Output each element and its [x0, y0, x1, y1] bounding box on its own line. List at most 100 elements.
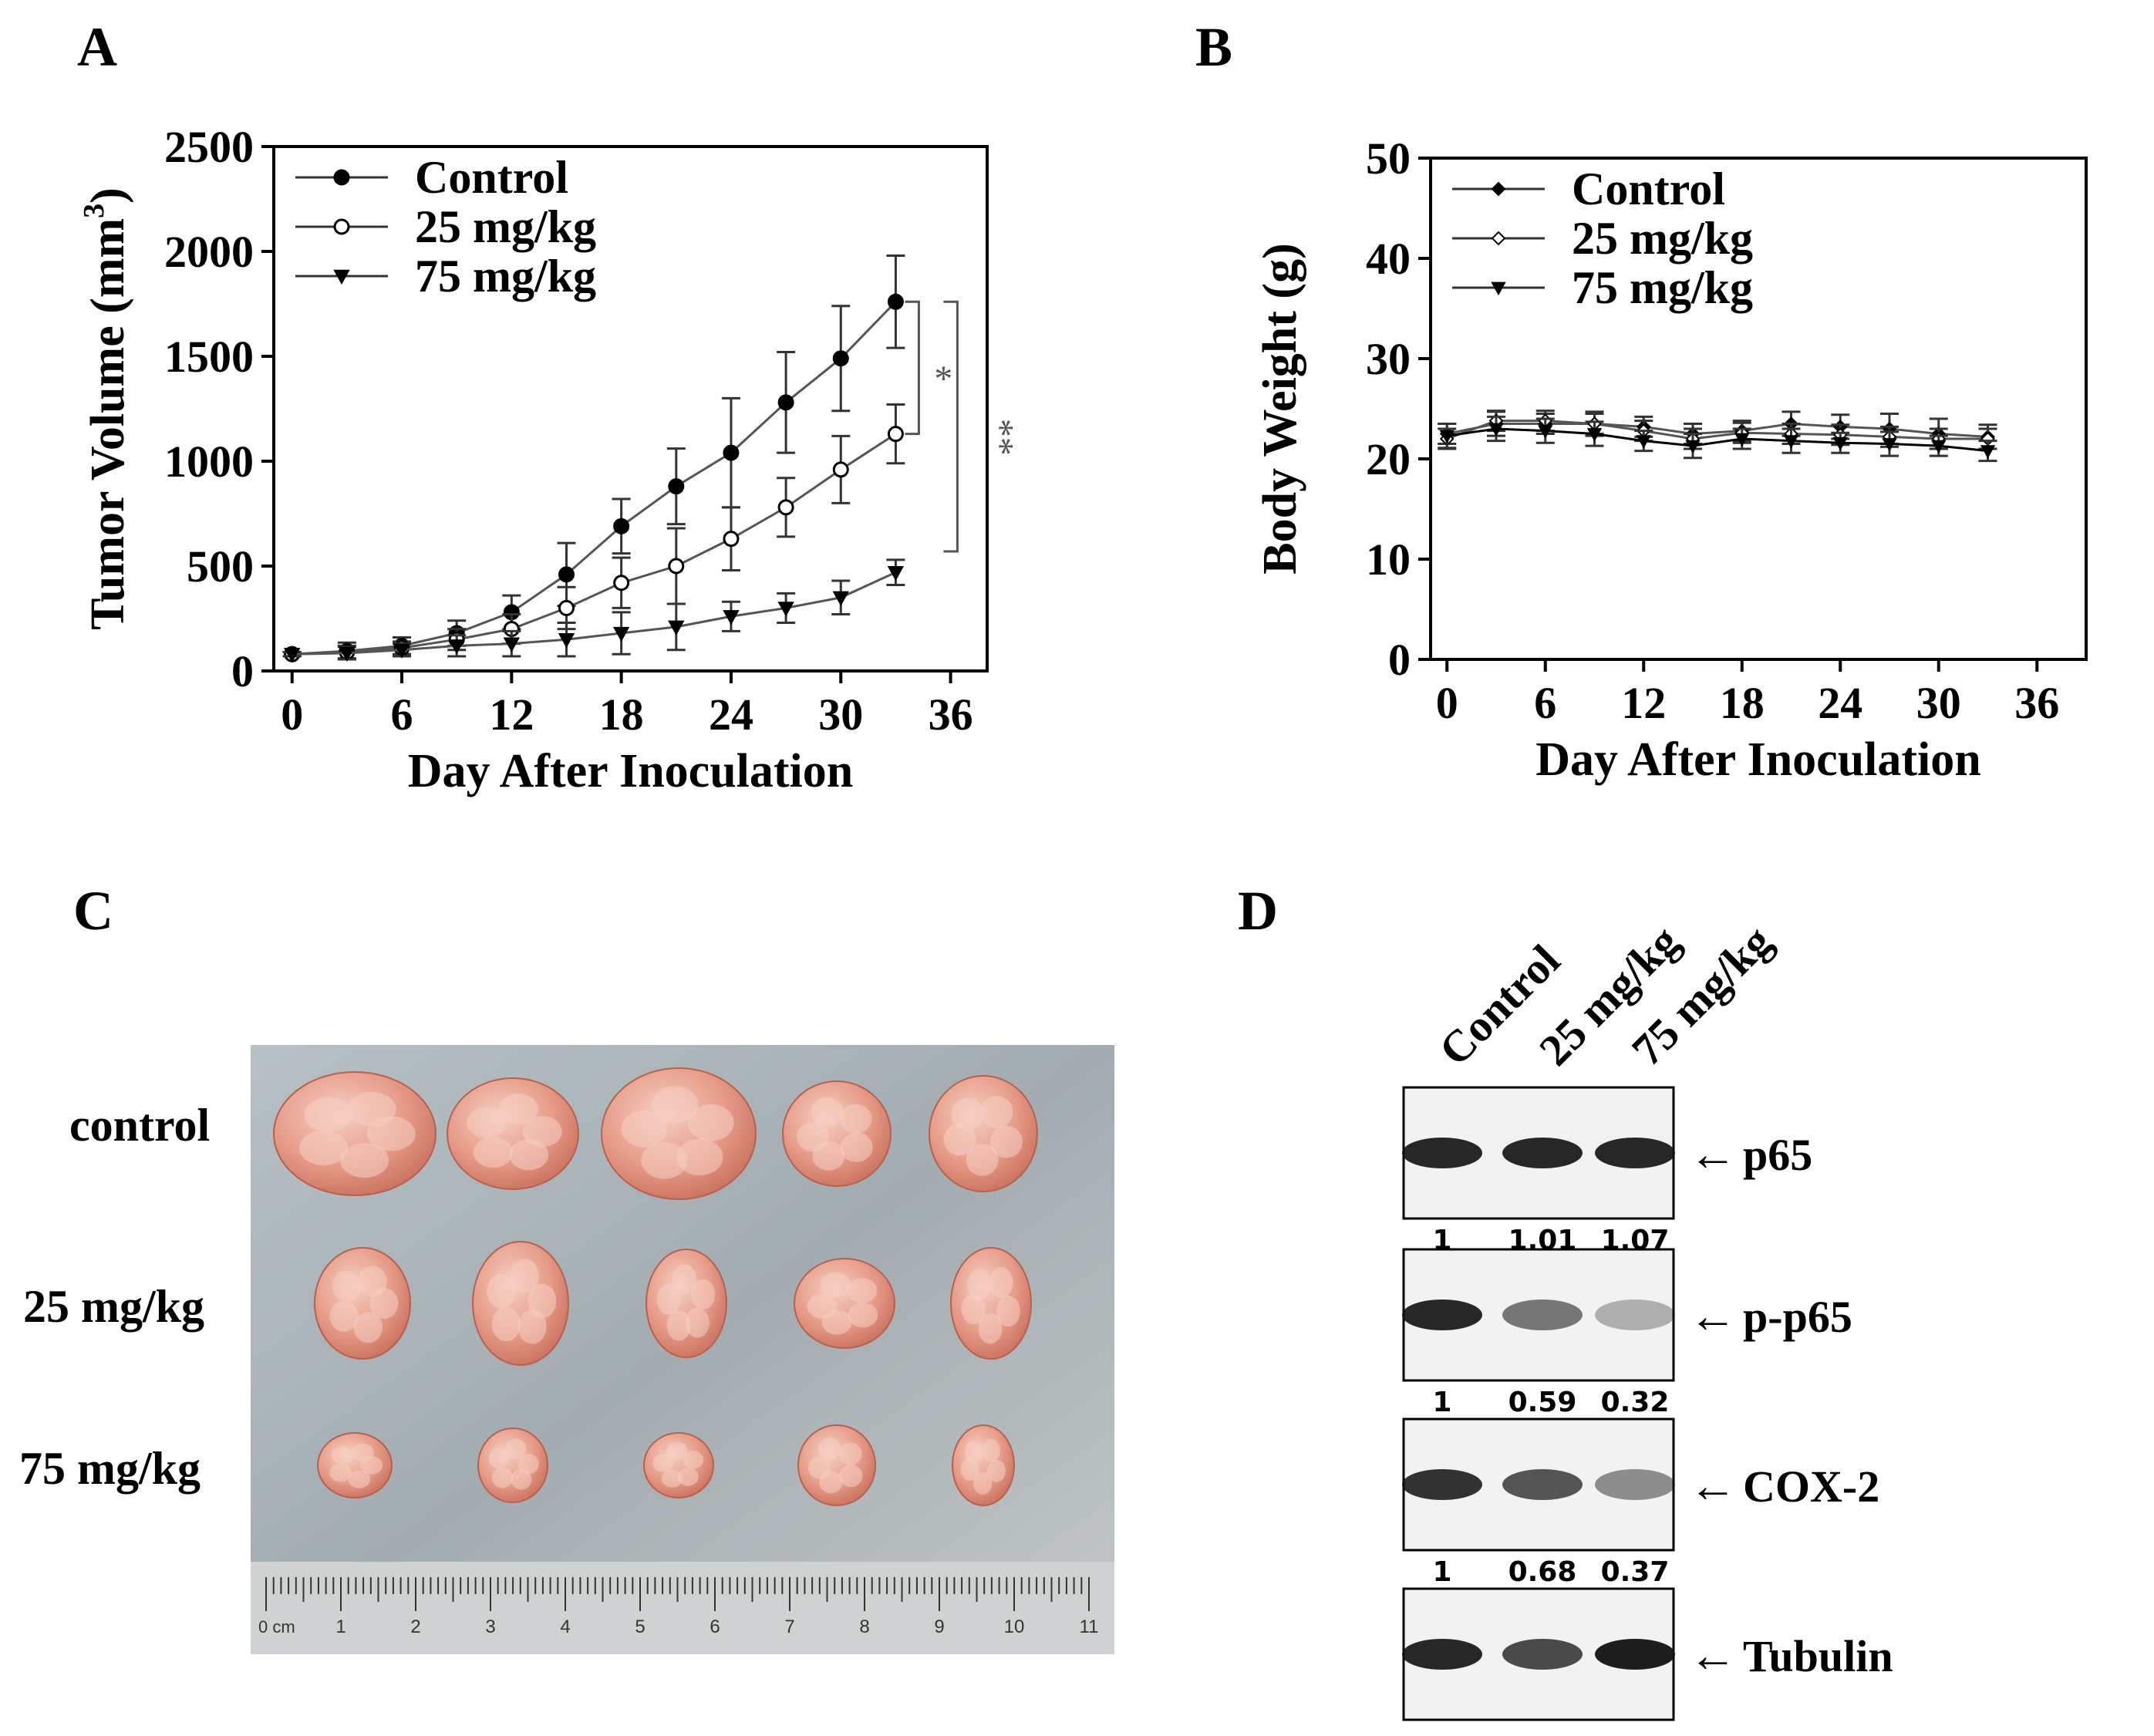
x-tick-label: 0: [1436, 678, 1458, 728]
ruler-number: 6: [710, 1616, 720, 1637]
data-point: [832, 461, 849, 478]
tumor-lobe: [951, 1097, 984, 1131]
tumor-lobe: [510, 1259, 539, 1294]
y-tick-label: 20: [1366, 434, 1411, 484]
y-axis-label: Body Weight (g): [1254, 243, 1306, 574]
tumor-lobe: [687, 1104, 734, 1141]
tumor-lobe: [651, 1086, 698, 1123]
tumor-lobe: [522, 1116, 562, 1148]
data-point: [448, 639, 465, 655]
legend-label: 75 mg/kg: [1572, 262, 1753, 313]
blot-cox-2: ← COX-2 1 0.68 0.37: [1402, 1417, 1879, 1588]
tumor-lobe: [641, 1141, 688, 1179]
band: [1502, 1138, 1583, 1168]
data-point: [668, 620, 685, 635]
tumor-lobe: [847, 1278, 878, 1303]
tumor-lobe: [961, 1293, 986, 1325]
ruler-number: 10: [1004, 1616, 1025, 1637]
band: [1502, 1469, 1583, 1500]
tumor-lobe: [329, 1463, 352, 1482]
band: [1595, 1138, 1675, 1168]
data-point: [723, 610, 740, 625]
x-tick-label: 18: [1720, 678, 1765, 728]
tumor-lobe: [666, 1441, 688, 1460]
tumor-lobe: [528, 1283, 557, 1319]
quant-value: 1: [1432, 1387, 1451, 1418]
data-point: [668, 478, 685, 495]
data-point: [1636, 435, 1651, 449]
blot-tubulin: ← Tubulin: [1402, 1587, 1893, 1721]
tumor-lobe: [331, 1446, 354, 1465]
x-tick-label: 24: [709, 689, 753, 740]
quant-value: 0.37: [1601, 1556, 1670, 1588]
series-line: [1446, 422, 1988, 438]
tumor-lobe: [672, 1264, 696, 1295]
data-point: [1783, 435, 1799, 449]
band: [1595, 1469, 1675, 1500]
tumor-lobe: [348, 1470, 371, 1488]
arrow-icon: ←: [1689, 1460, 1737, 1512]
data-point: [832, 350, 849, 367]
ruler-number: 9: [934, 1616, 944, 1637]
tumor-lobe: [351, 1443, 374, 1462]
data-point: [612, 626, 630, 642]
x-tick-label: 0: [281, 689, 303, 740]
x-tick-label: 36: [2014, 678, 2059, 728]
y-axis-label: Tumor Volume (mm3): [78, 187, 134, 630]
data-point: [832, 591, 849, 606]
data-point: [1488, 423, 1504, 437]
y-tick-label: 50: [1366, 133, 1411, 184]
data-point: [1586, 428, 1603, 442]
legend-marker: [1491, 281, 1506, 296]
y-tick-label: 30: [1366, 334, 1411, 384]
quant-value: 0.59: [1508, 1387, 1577, 1418]
x-tick-label: 6: [391, 689, 413, 740]
tumor-lobe: [509, 1139, 549, 1171]
x-tick-label: 6: [1534, 678, 1556, 728]
band: [1402, 1299, 1482, 1330]
tumor-lobe: [838, 1442, 862, 1465]
tumor-lobe: [848, 1302, 878, 1328]
tumor-lobe: [621, 1111, 668, 1148]
blot-p-p65: ← p-p65 1 0.59 0.32: [1402, 1248, 1852, 1418]
series-2: [1438, 415, 1997, 463]
tumor-lobe: [812, 1141, 845, 1171]
ruler-number: 2: [410, 1616, 420, 1637]
bracket-1: [905, 300, 920, 436]
row-label-25: 25 mg/kg: [23, 1281, 205, 1332]
series-2: [282, 558, 905, 663]
row-label-75: 75 mg/kg: [19, 1443, 201, 1494]
tumor-lobe: [329, 1300, 359, 1332]
data-point: [723, 444, 740, 461]
x-tick-label: 12: [1621, 678, 1666, 728]
blot-label: COX-2: [1743, 1461, 1879, 1512]
panel-label-c: C: [73, 880, 113, 942]
band: [1595, 1639, 1675, 1670]
data-point: [613, 575, 630, 592]
y-tick-label: 0: [1388, 635, 1411, 685]
tumor-lobe: [505, 1438, 527, 1460]
data-point: [558, 599, 575, 616]
y-tick-label: 2500: [164, 122, 254, 172]
x-tick-label: 30: [818, 689, 863, 740]
tumor-photo: 0 cm 1 2 3 4 5 6 7 8 9 10 11: [251, 1045, 1114, 1654]
x-axis-label: Day After Inoculation: [408, 745, 854, 797]
data-point: [887, 293, 904, 310]
tumor-lobe: [498, 1094, 538, 1125]
significance-1: *: [934, 359, 952, 399]
blot-label: p-p65: [1743, 1292, 1852, 1342]
tumor-lobe: [299, 1131, 349, 1165]
panel-label-b: B: [1195, 16, 1233, 78]
chart-a-plot-area: 0 6 12 18 24 30 36 0 500 1000 1500 2000 2500 Day Afte…: [78, 122, 1020, 797]
data-point: [284, 648, 301, 663]
tumor-lobe: [989, 1266, 1013, 1299]
data-point: [668, 558, 685, 575]
tumor-lobe: [517, 1309, 547, 1344]
data-point: [1538, 425, 1553, 439]
tumor-lobe: [340, 1143, 389, 1178]
tumor-lobe: [467, 1107, 507, 1138]
y-tick-label: 1000: [164, 437, 254, 487]
tumor-lobe: [685, 1307, 710, 1338]
x-tick-label: 36: [929, 689, 973, 740]
